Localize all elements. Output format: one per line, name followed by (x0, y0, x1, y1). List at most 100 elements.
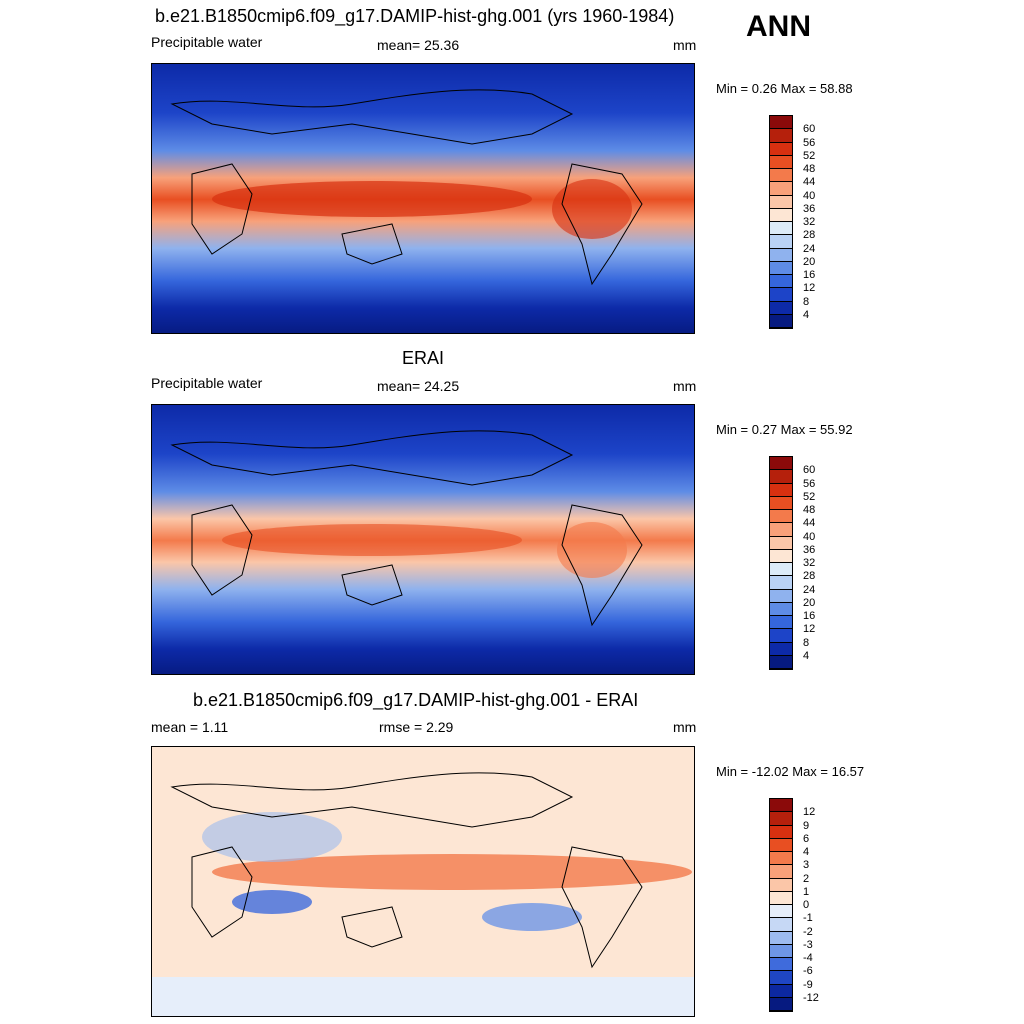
colorbar-tick-label: 48 (803, 504, 816, 516)
colorbar-tick-label: -2 (803, 925, 813, 938)
panel-2-title: ERAI (402, 348, 445, 368)
colorbar-tick-label: 40 (803, 189, 816, 202)
colorbar-tick-label: 20 (803, 255, 816, 268)
colorbar-tick-label: 9 (803, 819, 810, 832)
colorbar-tick-label: 2 (803, 872, 810, 885)
colorbar-tick-label: -12 (803, 991, 819, 1004)
colorbar-segment (770, 275, 792, 289)
colorbar-segment (770, 457, 792, 471)
colorbar-tick-label: 52 (803, 490, 816, 503)
colorbar-tick-label: 32 (803, 216, 816, 228)
panel-3-colorbar (769, 798, 793, 1012)
colorbar-segment (770, 997, 792, 1011)
colorbar-segment (770, 169, 792, 183)
colorbar-segment (770, 655, 792, 669)
colorbar-tick-label: 20 (803, 596, 816, 609)
panel-3-mean-label: mean = 1.11 (151, 719, 229, 735)
colorbar-segment (770, 301, 792, 315)
colorbar-segment (770, 812, 792, 826)
colorbar-segment (770, 576, 792, 590)
colorbar-segment (770, 616, 792, 630)
colorbar-tick-label: 44 (803, 176, 816, 189)
colorbar-segment (770, 905, 792, 919)
colorbar-segment (770, 483, 792, 497)
colorbar-tick-label: 36 (803, 543, 816, 556)
colorbar-segment (770, 563, 792, 577)
panel-1-mean-label: mean= 25.36 (377, 37, 460, 53)
colorbar-tick-label: 56 (803, 477, 816, 490)
colorbar-segment (770, 470, 792, 484)
colorbar-segment (770, 536, 792, 550)
panel-2-units: mm (673, 378, 697, 394)
colorbar-segment (770, 208, 792, 222)
colorbar-segment (770, 496, 792, 510)
colorbar-tick-label: 24 (803, 242, 816, 255)
colorbar-segment (770, 984, 792, 998)
panel-1-title: b.e21.B1850cmip6.f09_g17.DAMIP-hist-ghg.… (155, 6, 675, 26)
colorbar-tick-label: 4 (803, 649, 810, 662)
colorbar-tick-label: 8 (803, 295, 810, 308)
colorbar-tick-label: 52 (803, 149, 816, 162)
colorbar-tick-label: 60 (803, 464, 816, 477)
colorbar-tick-label: 28 (803, 570, 816, 583)
season-label: ANN (746, 10, 811, 43)
panel-2-minmax: Min = 0.27 Max = 55.92 (716, 422, 853, 437)
colorbar-segment (770, 235, 792, 249)
panel-3-units: mm (673, 719, 697, 735)
colorbar-segment (770, 248, 792, 262)
colorbar-tick-label: -9 (803, 978, 813, 991)
colorbar-segment (770, 589, 792, 603)
colorbar-segment (770, 918, 792, 932)
panel-1-variable-label: Precipitable water (151, 34, 263, 50)
panel-3-rmse-label: rmse = 2.29 (379, 719, 454, 735)
colorbar-segment (770, 799, 792, 813)
panel-2-map (151, 404, 695, 675)
panel-3-title: b.e21.B1850cmip6.f09_g17.DAMIP-hist-ghg.… (193, 690, 639, 710)
colorbar-tick-label: 60 (803, 123, 816, 136)
colorbar-tick-label: 32 (803, 557, 816, 569)
colorbar-tick-label: -1 (803, 912, 813, 925)
colorbar-segment (770, 222, 792, 236)
panel-3-minmax: Min = -12.02 Max = 16.57 (716, 764, 865, 779)
panel-2-colorbar (769, 456, 793, 670)
colorbar-segment (770, 865, 792, 879)
colorbar-tick-label: 3 (803, 859, 810, 872)
colorbar-segment (770, 642, 792, 656)
colorbar-tick-label: -6 (803, 965, 813, 978)
colorbar-segment (770, 314, 792, 328)
colorbar-tick-label: 12 (803, 623, 816, 636)
colorbar-tick-label: 1 (803, 885, 810, 898)
colorbar-tick-label: 40 (803, 530, 816, 543)
colorbar-segment (770, 142, 792, 156)
colorbar-segment (770, 878, 792, 892)
panel-1-colorbar (769, 115, 793, 329)
panel-2-mean-label: mean= 24.25 (377, 378, 460, 394)
colorbar-segment (770, 602, 792, 616)
colorbar-segment (770, 182, 792, 196)
colorbar-tick-label: 44 (803, 517, 816, 530)
colorbar-segment (770, 116, 792, 130)
colorbar-segment (770, 195, 792, 209)
colorbar-segment (770, 549, 792, 563)
colorbar-tick-label: 6 (803, 832, 810, 845)
colorbar-tick-label: 4 (803, 308, 810, 321)
colorbar-tick-label: 16 (803, 610, 816, 622)
colorbar-segment (770, 971, 792, 985)
panel-1-map (151, 63, 695, 334)
colorbar-segment (770, 944, 792, 958)
colorbar-segment (770, 825, 792, 839)
colorbar-segment (770, 629, 792, 643)
colorbar-segment (770, 288, 792, 302)
colorbar-tick-label: -4 (803, 952, 813, 964)
colorbar-segment (770, 891, 792, 905)
colorbar-tick-label: 16 (803, 269, 816, 281)
panel-1-minmax: Min = 0.26 Max = 58.88 (716, 81, 853, 96)
panel-1-units: mm (673, 37, 697, 53)
panel-3-map (151, 746, 695, 1017)
colorbar-tick-label: 48 (803, 163, 816, 175)
colorbar-tick-label: 0 (803, 899, 810, 911)
colorbar-tick-label: 8 (803, 636, 810, 649)
colorbar-segment (770, 523, 792, 537)
colorbar-segment (770, 852, 792, 866)
colorbar-segment (770, 510, 792, 524)
